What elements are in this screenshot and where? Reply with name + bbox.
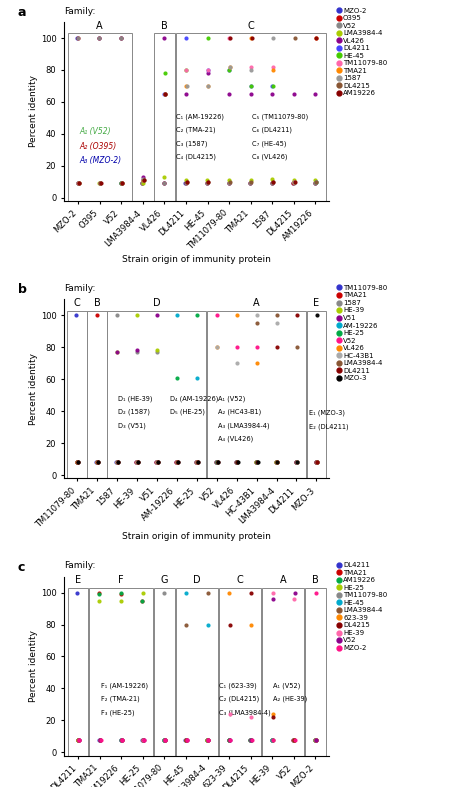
Text: E: E [75, 575, 81, 586]
Text: D₁ (HE-39): D₁ (HE-39) [118, 395, 152, 401]
Text: C₇ (HE-45): C₇ (HE-45) [252, 140, 286, 146]
Text: A₂ (HE-39): A₂ (HE-39) [273, 696, 308, 702]
Text: C₃ (1587): C₃ (1587) [176, 140, 208, 146]
Text: D₄ (AM-19226): D₄ (AM-19226) [170, 395, 218, 401]
Text: G: G [161, 575, 168, 586]
X-axis label: Strain origin of immunity protein: Strain origin of immunity protein [122, 532, 271, 541]
X-axis label: Strain origin of immunity protein: Strain origin of immunity protein [122, 255, 271, 264]
Legend: DL4211, TMA21, AM19226, HE-25, TM11079-80, HE-45, LMA3984-4, 623-39, DL4215, HE-: DL4211, TMA21, AM19226, HE-25, TM11079-8… [338, 562, 387, 651]
Text: A₂ (HC43-B1): A₂ (HC43-B1) [218, 408, 261, 416]
Text: A₂ (O395): A₂ (O395) [79, 142, 116, 151]
Text: E₁ (MZO-3): E₁ (MZO-3) [310, 409, 346, 416]
Text: c: c [18, 560, 25, 574]
Text: D: D [153, 298, 161, 309]
Text: Family:: Family: [64, 7, 95, 16]
Text: A: A [280, 575, 286, 586]
Text: A: A [253, 298, 260, 309]
Text: C₂ (DL4215): C₂ (DL4215) [219, 696, 260, 702]
Text: b: b [18, 283, 27, 296]
Text: A: A [96, 20, 103, 31]
Text: C: C [247, 20, 254, 31]
Text: A₁ (V52): A₁ (V52) [218, 395, 245, 401]
Text: F: F [118, 575, 124, 586]
Text: C₂ (TMA-21): C₂ (TMA-21) [176, 127, 216, 133]
Text: C₁ (AM-19226): C₁ (AM-19226) [176, 113, 224, 120]
Text: D₃ (V51): D₃ (V51) [118, 423, 146, 429]
Text: Family:: Family: [64, 561, 95, 571]
Text: F₃ (HE-25): F₃ (HE-25) [100, 709, 134, 715]
Y-axis label: Percent identity: Percent identity [29, 76, 38, 147]
Text: D₂ (1587): D₂ (1587) [118, 408, 150, 416]
Text: A₃ (MZO-2): A₃ (MZO-2) [79, 156, 121, 165]
Text: C₃ (LMA3984-4): C₃ (LMA3984-4) [219, 709, 271, 715]
Text: E: E [313, 298, 319, 309]
Y-axis label: Percent identity: Percent identity [29, 630, 38, 702]
Text: F₂ (TMA-21): F₂ (TMA-21) [100, 696, 139, 702]
Text: A₃ (LMA3984-4): A₃ (LMA3984-4) [218, 423, 269, 429]
Legend: TM11079-80, TMA21, 1587, HE-39, V51, AM-19226, HE-25, V52, VL426, HC-43B1, LMA39: TM11079-80, TMA21, 1587, HE-39, V51, AM-… [338, 285, 387, 381]
Legend: MZO-2, O395, V52, LMA3984-4, VL426, DL4211, HE-45, TM11079-80, TMA21, 1587, DL42: MZO-2, O395, V52, LMA3984-4, VL426, DL42… [338, 8, 387, 97]
Y-axis label: Percent identity: Percent identity [29, 353, 38, 425]
Text: E₂ (DL4211): E₂ (DL4211) [310, 423, 349, 430]
Text: A₁ (V52): A₁ (V52) [79, 127, 111, 136]
Text: C₁ (623-39): C₁ (623-39) [219, 682, 257, 689]
Text: a: a [18, 6, 26, 19]
Text: B: B [312, 575, 319, 586]
Text: C: C [237, 575, 243, 586]
Text: B: B [93, 298, 100, 309]
Text: D: D [193, 575, 201, 586]
Text: C: C [73, 298, 80, 309]
Text: C₈ (VL426): C₈ (VL426) [252, 153, 287, 161]
Text: Family:: Family: [64, 284, 95, 293]
Text: A₁ (V52): A₁ (V52) [273, 682, 301, 689]
Text: C₆ (DL4211): C₆ (DL4211) [252, 127, 292, 133]
Text: C₄ (DL4215): C₄ (DL4215) [176, 153, 216, 161]
Text: C₅ (TM11079-80): C₅ (TM11079-80) [252, 113, 308, 120]
Text: F₁ (AM-19226): F₁ (AM-19226) [100, 682, 148, 689]
Text: D₅ (HE-25): D₅ (HE-25) [170, 408, 205, 416]
Text: A₄ (VL426): A₄ (VL426) [218, 436, 253, 442]
Text: B: B [161, 20, 168, 31]
